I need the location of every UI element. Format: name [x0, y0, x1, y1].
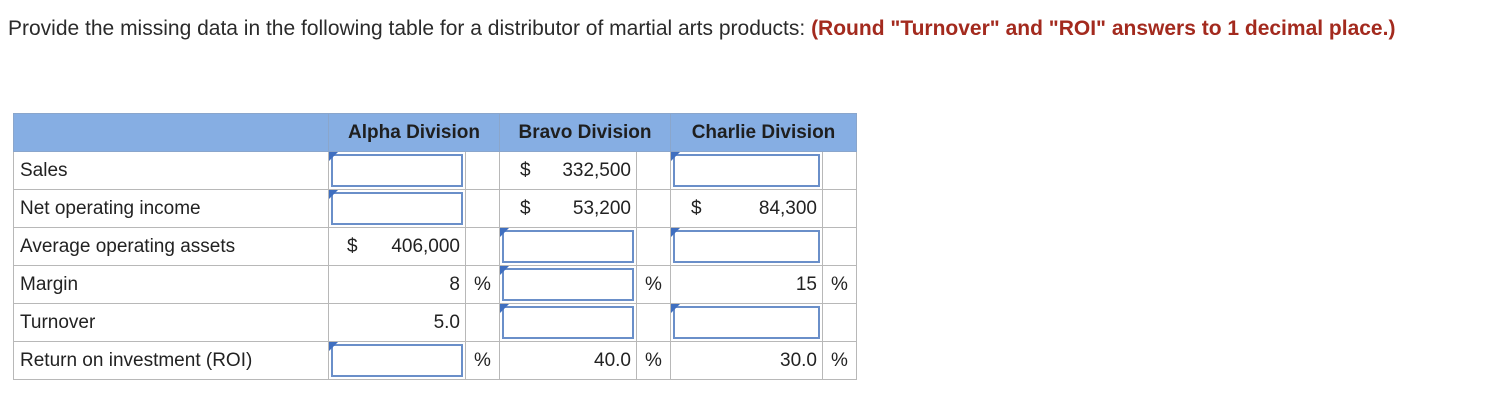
row-label-noi: Net operating income: [13, 189, 329, 228]
rounding-instruction: (Round "Turnover" and "ROI" answers to 1…: [811, 17, 1396, 40]
alpha-sales-input[interactable]: [328, 151, 466, 190]
header-bravo: Bravo Division: [499, 113, 671, 152]
charlie-sales-input[interactable]: [670, 151, 823, 190]
header-blank: [13, 113, 329, 152]
alpha-turnover-value: 5.0: [328, 303, 466, 342]
charlie-roi-value: 30.0: [670, 341, 823, 380]
row-label-sales: Sales: [13, 151, 329, 190]
currency-sign: $: [520, 197, 531, 219]
bravo-noi: $53,200: [499, 189, 637, 228]
alpha-assets: $406,000: [328, 227, 466, 266]
percent-sign: %: [822, 265, 857, 304]
table-row: Sales $332,500: [13, 151, 857, 190]
percent-sign: %: [636, 265, 671, 304]
currency-sign: $: [691, 197, 702, 219]
header-charlie: Charlie Division: [670, 113, 857, 152]
table-row: Net operating income $53,200 $84,300: [13, 189, 857, 228]
bravo-sales-value: 332,500: [562, 159, 631, 181]
row-label-assets: Average operating assets: [13, 227, 329, 266]
table-row: Return on investment (ROI) % 40.0 % 30.0…: [13, 341, 857, 380]
table-row: Turnover 5.0: [13, 303, 857, 342]
charlie-noi: $84,300: [670, 189, 823, 228]
alpha-margin-value: 8: [328, 265, 466, 304]
row-label-margin: Margin: [13, 265, 329, 304]
table-row: Average operating assets $406,000: [13, 227, 857, 266]
question-prompt: Provide the missing data in the followin…: [8, 14, 1478, 44]
row-label-turnover: Turnover: [13, 303, 329, 342]
alpha-roi-input[interactable]: [328, 341, 466, 380]
charlie-assets-input[interactable]: [670, 227, 823, 266]
percent-sign: %: [636, 341, 671, 380]
prompt-text: Provide the missing data in the followin…: [8, 17, 812, 40]
charlie-turnover-input[interactable]: [670, 303, 823, 342]
charlie-margin-value: 15: [670, 265, 823, 304]
alpha-noi-input[interactable]: [328, 189, 466, 228]
bravo-roi-value: 40.0: [499, 341, 637, 380]
percent-sign: %: [822, 341, 857, 380]
table-row: Margin 8 % % 15 %: [13, 265, 857, 304]
percent-sign: %: [465, 341, 500, 380]
bravo-assets-input[interactable]: [499, 227, 637, 266]
bravo-margin-input[interactable]: [499, 265, 637, 304]
bravo-noi-value: 53,200: [572, 197, 631, 219]
bravo-turnover-input[interactable]: [499, 303, 637, 342]
currency-sign: $: [347, 235, 358, 257]
bravo-sales: $332,500: [499, 151, 637, 190]
alpha-assets-value: 406,000: [391, 235, 460, 257]
currency-sign: $: [520, 159, 531, 181]
division-data-table: Alpha Division Bravo Division Charlie Di…: [13, 113, 857, 380]
table-header-row: Alpha Division Bravo Division Charlie Di…: [13, 113, 857, 152]
charlie-noi-value: 84,300: [758, 197, 817, 219]
row-label-roi: Return on investment (ROI): [13, 341, 329, 380]
percent-sign: %: [465, 265, 500, 304]
header-alpha: Alpha Division: [328, 113, 500, 152]
